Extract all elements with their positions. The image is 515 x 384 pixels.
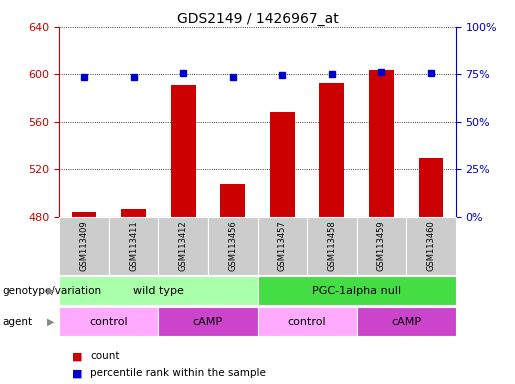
Text: ■: ■: [72, 351, 82, 361]
Bar: [59, 307, 158, 336]
Bar: [356, 307, 456, 336]
Bar: [369, 70, 394, 217]
Bar: [258, 276, 456, 305]
Bar: [419, 157, 443, 217]
Text: GSM113456: GSM113456: [228, 220, 237, 271]
Bar: [356, 217, 406, 275]
Text: ▶: ▶: [46, 286, 54, 296]
Bar: [270, 113, 295, 217]
Text: ■: ■: [72, 368, 82, 378]
Bar: [158, 217, 208, 275]
Text: GSM113411: GSM113411: [129, 220, 138, 271]
Title: GDS2149 / 1426967_at: GDS2149 / 1426967_at: [177, 12, 338, 26]
Bar: [208, 217, 258, 275]
Bar: [158, 307, 258, 336]
Bar: [171, 85, 196, 217]
Text: agent: agent: [3, 316, 32, 327]
Text: control: control: [288, 316, 327, 327]
Bar: [109, 217, 158, 275]
Bar: [307, 217, 356, 275]
Text: cAMP: cAMP: [391, 316, 421, 327]
Bar: [406, 217, 456, 275]
Bar: [59, 276, 258, 305]
Text: GSM113459: GSM113459: [377, 220, 386, 271]
Text: cAMP: cAMP: [193, 316, 223, 327]
Text: percentile rank within the sample: percentile rank within the sample: [90, 368, 266, 378]
Bar: [319, 83, 344, 217]
Text: GSM113409: GSM113409: [79, 220, 89, 271]
Text: PGC-1alpha null: PGC-1alpha null: [312, 286, 401, 296]
Text: count: count: [90, 351, 119, 361]
Text: GSM113458: GSM113458: [328, 220, 336, 271]
Text: genotype/variation: genotype/variation: [3, 286, 101, 296]
Text: control: control: [90, 316, 128, 327]
Bar: [258, 217, 307, 275]
Text: wild type: wild type: [133, 286, 184, 296]
Text: ▶: ▶: [46, 316, 54, 327]
Text: GSM113457: GSM113457: [278, 220, 287, 271]
Bar: [258, 307, 356, 336]
Text: GSM113460: GSM113460: [426, 220, 436, 271]
Bar: [59, 217, 109, 275]
Bar: [220, 184, 245, 217]
Bar: [121, 209, 146, 217]
Text: GSM113412: GSM113412: [179, 220, 187, 271]
Bar: [72, 212, 96, 217]
